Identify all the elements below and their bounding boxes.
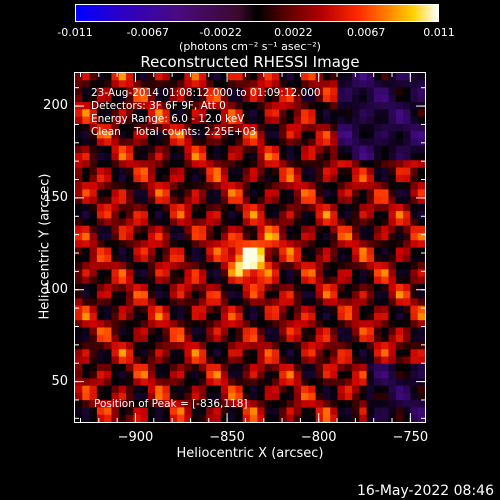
colorbar-tick-label: 0.011 bbox=[423, 26, 455, 39]
chart-title: Reconstructed RHESSI Image bbox=[140, 53, 360, 71]
y-tick-label: 150 bbox=[43, 189, 68, 205]
plot-timestamp: 16-May-2022 08:46 bbox=[356, 483, 494, 499]
colorbar-tick-label: -0.0022 bbox=[199, 26, 242, 39]
x-tick-label: −850 bbox=[209, 430, 245, 445]
colorbar-tick-label: -0.0067 bbox=[126, 26, 170, 39]
colorbar-units: (photons cm⁻² s⁻¹ asec⁻²) bbox=[179, 40, 321, 53]
x-axis-label: Heliocentric X (arcsec) bbox=[176, 446, 324, 461]
annotation-line-2: Detectors: 3F 6F 9F, Att 0 bbox=[91, 100, 226, 112]
y-tick-label: 200 bbox=[43, 98, 68, 114]
x-tick-label: −750 bbox=[392, 430, 429, 445]
annotation-line-1: 23-Aug-2014 01:08:12.000 to 01:09:12.000 bbox=[91, 87, 321, 99]
y-axis-label: Heliocentric Y (arcsec) bbox=[37, 173, 53, 320]
annotation-line-4: Clean Total counts: 2.25E+03 bbox=[91, 126, 257, 138]
x-tick-label: −900 bbox=[117, 430, 154, 445]
x-tick-label: −800 bbox=[300, 430, 337, 445]
annotation-line-3: Energy Range: 6.0 - 12.0 keV bbox=[91, 113, 245, 125]
y-tick-label: 100 bbox=[43, 281, 68, 297]
image-plot-area: 23-Aug-2014 01:08:12.000 to 01:09:12.000… bbox=[74, 72, 426, 423]
peak-position-label: Position of Peak = [-836,118] bbox=[94, 398, 248, 410]
heatmap-image bbox=[75, 73, 425, 422]
colorbar-tick-label: 0.0067 bbox=[346, 26, 386, 39]
colorbar-tick-label: -0.011 bbox=[57, 26, 93, 39]
colorbar bbox=[75, 4, 439, 22]
colorbar-tick-label: 0.0022 bbox=[274, 26, 313, 39]
y-tick-label: 50 bbox=[51, 373, 68, 389]
